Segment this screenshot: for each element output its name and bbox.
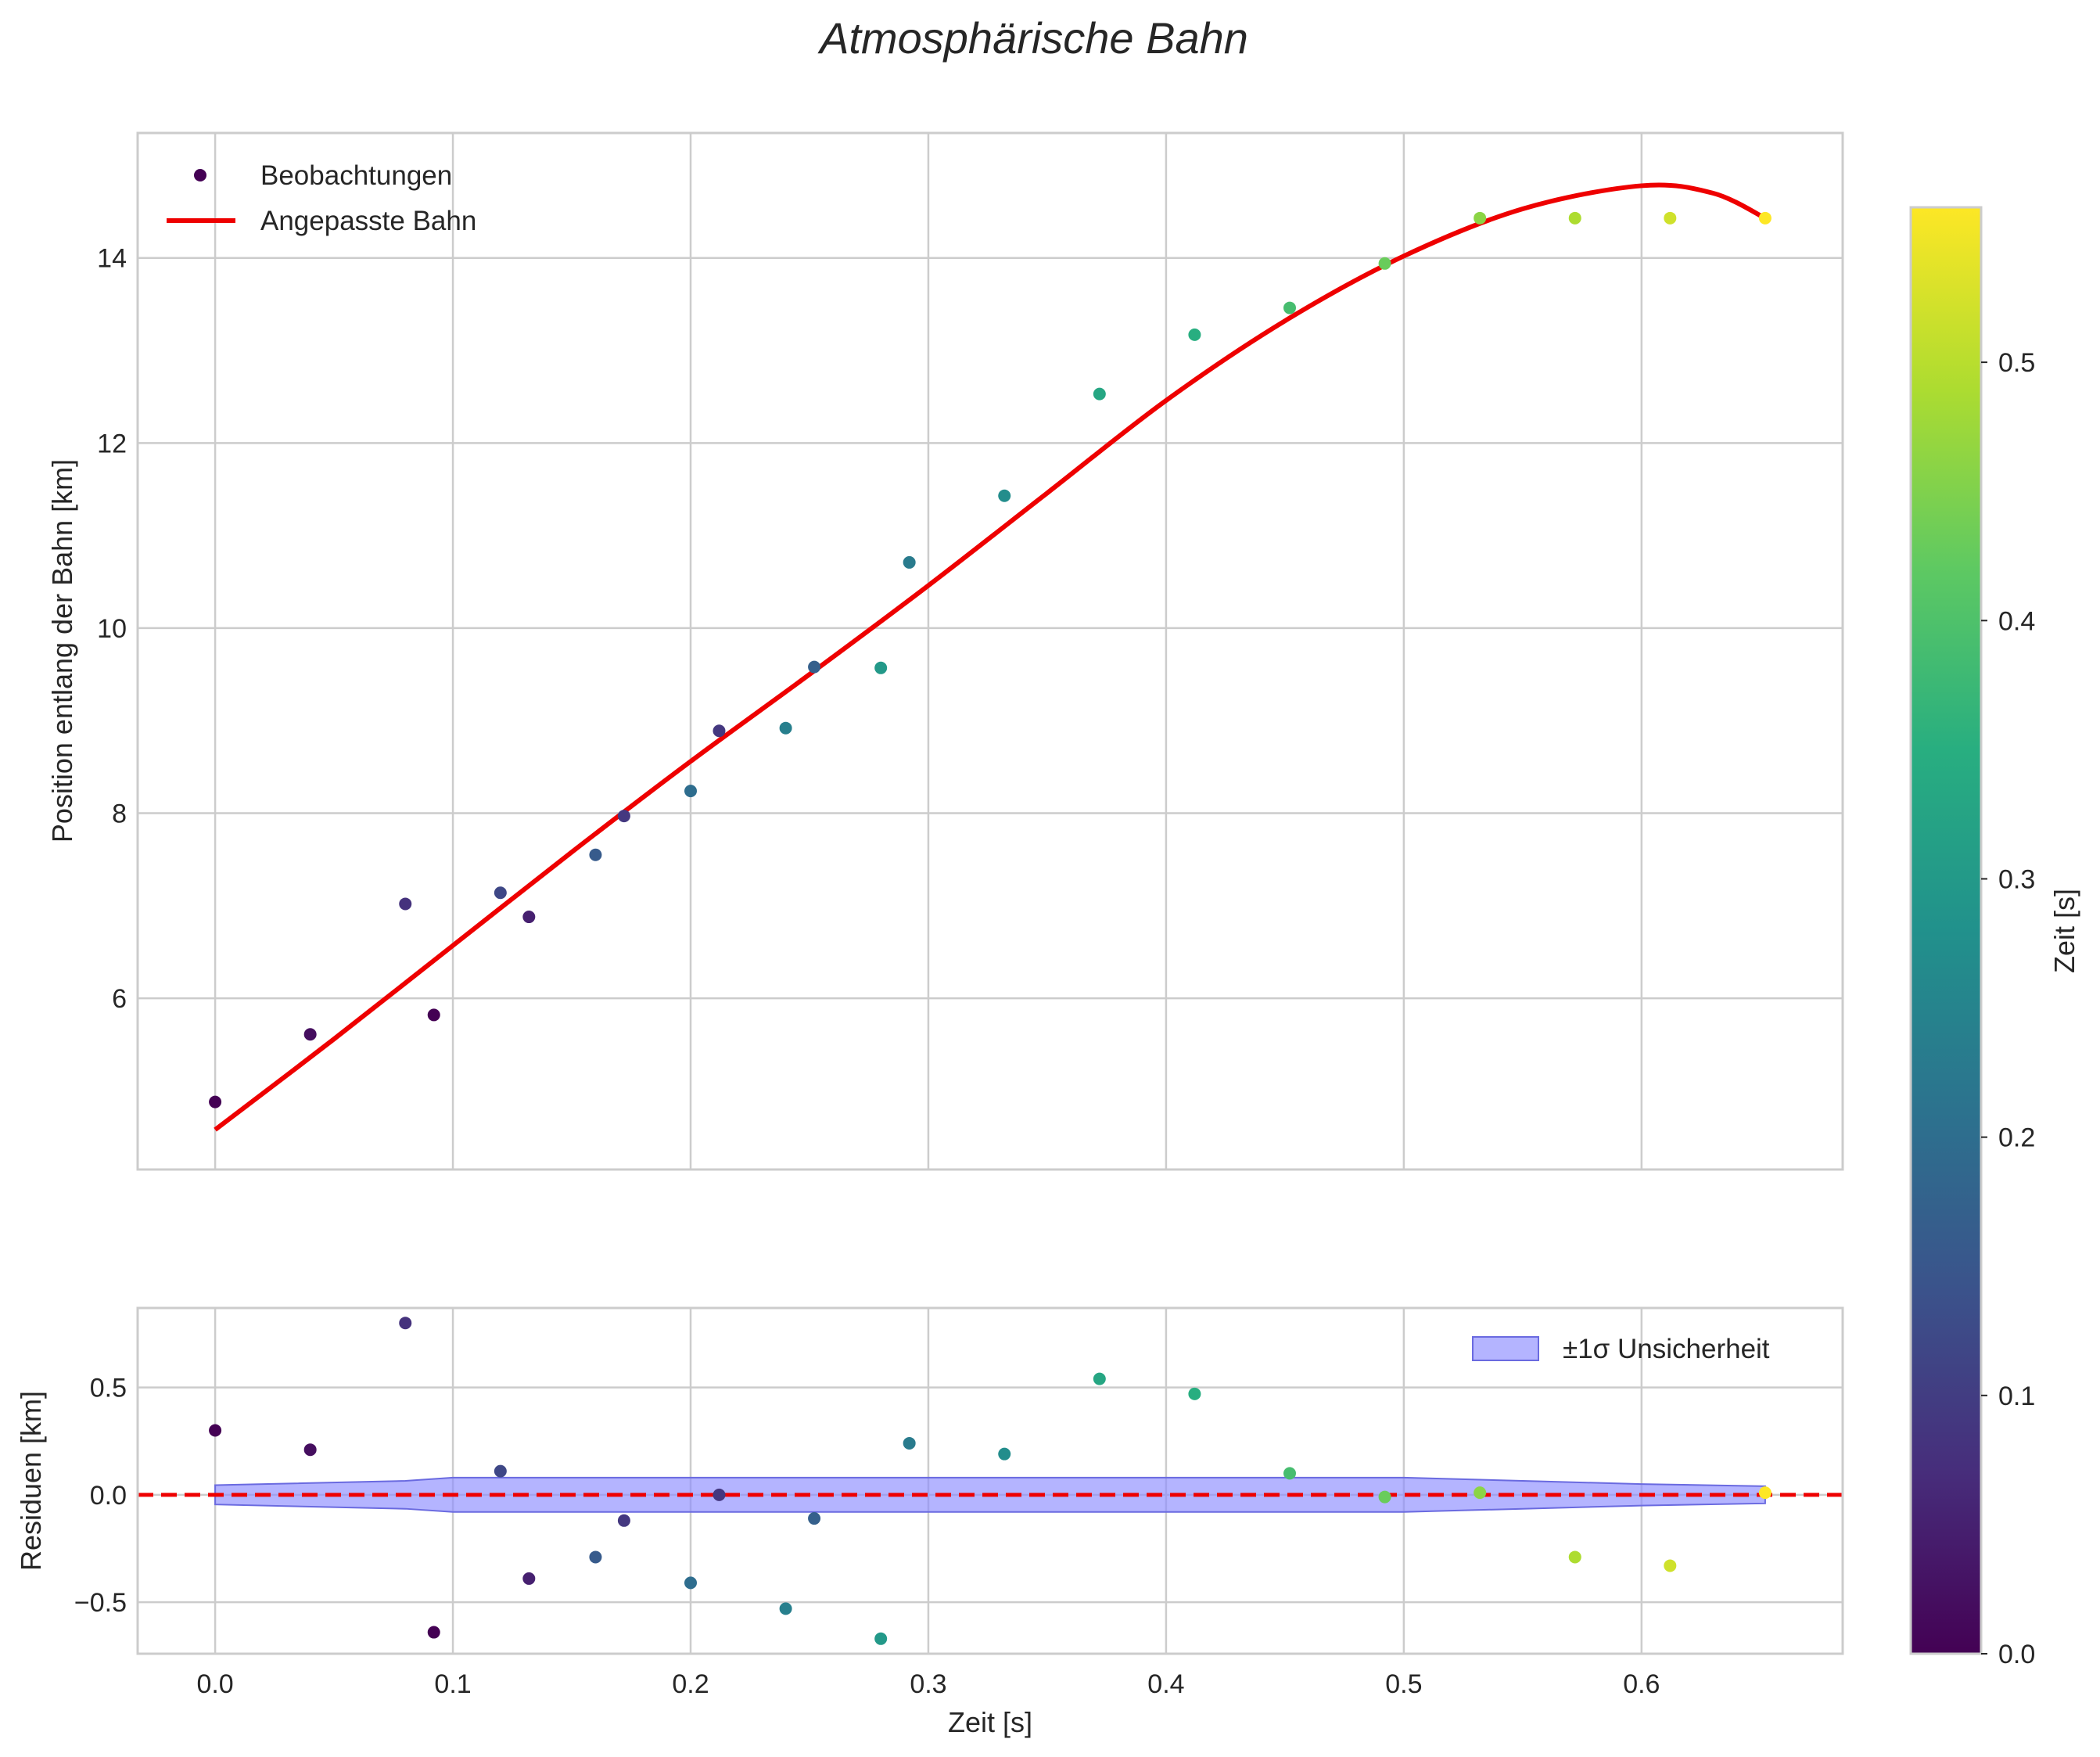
observation-point	[1283, 301, 1296, 314]
bottom-axes: −0.5 0.0 0.5 0.0 0.1 0.2 0.3 0.4 0.5 0.6 Residue…	[15, 1306, 1844, 1738]
legend-observations-label: Beobachtungen	[260, 160, 452, 191]
observation-point	[874, 661, 888, 674]
residual-point	[589, 1550, 602, 1564]
bottom-y-tick-label: 0.0	[90, 1481, 127, 1511]
observation-points	[209, 211, 1772, 1108]
legend-band-label: ±1σ Unsicherheit	[1563, 1334, 1770, 1364]
top-grid	[138, 133, 1843, 1170]
colorbar-tick-label: 0.5	[1998, 348, 2035, 378]
x-tick-label: 0.6	[1623, 1669, 1660, 1699]
fit-curve	[214, 182, 1767, 1132]
top-frame	[136, 131, 1844, 1171]
observation-point	[713, 724, 726, 738]
bottom-y-ticks: −0.5 0.0 0.5	[74, 1374, 127, 1619]
observation-point	[399, 897, 412, 911]
x-tick-label: 0.5	[1385, 1669, 1422, 1699]
residual-point	[874, 1632, 888, 1645]
x-tick-label: 0.0	[196, 1669, 233, 1699]
top-y-axis-label: Position entlang der Bahn [km]	[46, 459, 78, 843]
residual-point	[303, 1443, 317, 1457]
x-tick-label: 0.1	[434, 1669, 471, 1699]
observation-point	[1758, 211, 1772, 225]
residual-point	[1664, 1559, 1677, 1572]
observation-point	[494, 886, 507, 900]
observation-point	[1188, 328, 1201, 341]
residual-point	[209, 1424, 222, 1437]
observation-point	[1474, 211, 1487, 225]
residual-point	[1283, 1467, 1296, 1480]
bottom-frame	[136, 1306, 1844, 1655]
bottom-y-tick-label: −0.5	[74, 1588, 127, 1618]
top-y-tick-label: 10	[97, 614, 127, 644]
bottom-y-tick-label: 0.5	[90, 1374, 127, 1403]
observation-point	[684, 785, 698, 798]
residual-point	[399, 1317, 412, 1330]
residual-point	[903, 1436, 916, 1450]
observation-point	[998, 489, 1011, 502]
top-legend: Beobachtungen Angepasste Bahn	[167, 160, 476, 236]
colorbar-ticks: 0.0 0.1 0.2 0.3 0.4 0.5	[1981, 348, 2035, 1669]
observation-point	[1664, 211, 1677, 225]
x-tick-label: 0.4	[1147, 1669, 1184, 1699]
observation-point	[1093, 387, 1106, 401]
residual-point	[1568, 1550, 1581, 1564]
residual-point	[808, 1512, 821, 1525]
residual-point	[1093, 1372, 1106, 1385]
observation-point	[522, 911, 536, 924]
observation-point	[779, 721, 792, 735]
observation-point	[427, 1008, 440, 1022]
legend-observation-marker	[194, 169, 206, 181]
observation-point	[209, 1095, 222, 1108]
colorbar-gradient	[1909, 206, 1983, 1655]
colorbar-tick-label: 0.1	[1998, 1382, 2035, 1411]
x-axis-label: Zeit [s]	[948, 1706, 1032, 1738]
residual-point	[1758, 1486, 1772, 1500]
bottom-y-axis-label: Residuen [km]	[15, 1391, 47, 1571]
top-plot-area	[138, 133, 1843, 1170]
chart-title: Atmosphärische Bahn	[817, 13, 1248, 63]
colorbar-tick-label: 0.3	[1998, 864, 2035, 894]
legend-band-swatch	[1472, 1336, 1539, 1361]
observation-point	[589, 848, 602, 861]
colorbar-tick-label: 0.2	[1998, 1123, 2035, 1153]
colorbar-tick-label: 0.0	[1998, 1640, 2035, 1669]
observation-point	[1378, 257, 1391, 270]
top-y-tick-label: 14	[97, 244, 127, 274]
residual-point	[1474, 1486, 1487, 1500]
x-tick-label: 0.2	[672, 1669, 709, 1699]
bottom-x-ticks: 0.0 0.1 0.2 0.3 0.4 0.5 0.6	[196, 1669, 1660, 1699]
colorbar-tick-label: 0.4	[1998, 606, 2035, 636]
residual-point	[617, 1514, 630, 1527]
residual-point	[1188, 1387, 1201, 1400]
observation-point	[1568, 211, 1581, 225]
residual-point	[684, 1576, 698, 1590]
bottom-legend: ±1σ Unsicherheit	[1472, 1334, 1770, 1364]
colorbar-label: Zeit [s]	[2048, 889, 2080, 973]
observation-point	[303, 1028, 317, 1041]
residual-point	[427, 1626, 440, 1639]
residual-point	[998, 1447, 1011, 1461]
observation-point	[903, 555, 916, 569]
observation-point	[808, 660, 821, 674]
fit-layer	[214, 182, 1767, 1132]
top-y-tick-label: 6	[112, 984, 127, 1014]
residual-point	[713, 1488, 726, 1501]
residual-points	[209, 1317, 1772, 1645]
observation-point	[617, 810, 630, 823]
top-y-ticks: 6 8 10 12 14	[97, 244, 127, 1014]
colorbar: 0.0 0.1 0.2 0.3 0.4 0.5 Zeit [s]	[1909, 206, 2080, 1669]
residual-point	[779, 1602, 792, 1615]
x-tick-label: 0.3	[910, 1669, 946, 1699]
residual-point	[494, 1464, 507, 1478]
residual-point	[522, 1572, 536, 1585]
residual-point	[1378, 1490, 1391, 1504]
legend-fit-label: Angepasste Bahn	[260, 206, 476, 236]
top-y-tick-label: 12	[97, 429, 127, 458]
top-y-tick-label: 8	[112, 799, 127, 829]
